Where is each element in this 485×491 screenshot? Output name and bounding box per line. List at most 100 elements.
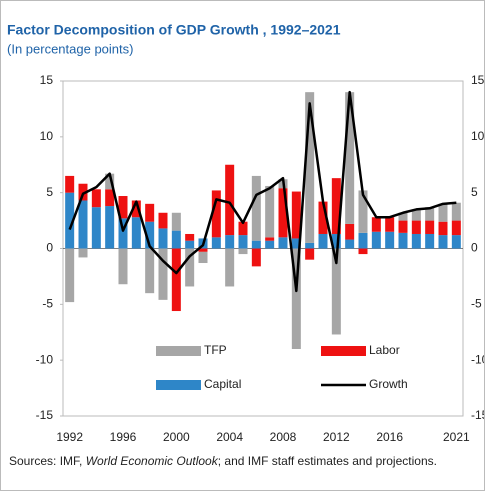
bar-segment bbox=[105, 206, 115, 249]
bar-segment bbox=[265, 240, 275, 249]
bar-segment bbox=[91, 207, 101, 249]
bar-segment bbox=[425, 207, 435, 221]
bar-segment bbox=[318, 233, 328, 249]
bar-segment bbox=[78, 200, 88, 249]
bar-segment bbox=[145, 203, 155, 222]
bar-segment bbox=[291, 238, 301, 249]
bar-segment bbox=[345, 223, 355, 240]
bar-segment bbox=[345, 239, 355, 249]
bar-segment bbox=[331, 248, 341, 335]
bar-segment bbox=[158, 228, 168, 249]
y-tick-label: 5 bbox=[46, 185, 53, 199]
y-tick-label: -15 bbox=[36, 408, 54, 422]
bar-segment bbox=[451, 202, 461, 221]
bar-segment bbox=[371, 231, 381, 249]
growth-line bbox=[68, 90, 457, 293]
legend-swatch bbox=[156, 346, 201, 356]
bar-segment bbox=[278, 188, 288, 238]
bar-segment bbox=[451, 220, 461, 236]
bar-segment bbox=[451, 235, 461, 249]
bar-segment bbox=[118, 196, 128, 219]
bar-segment bbox=[225, 164, 235, 236]
y2-tick-label: 15 bbox=[471, 73, 484, 87]
bar-segment bbox=[158, 212, 168, 229]
bar-segment bbox=[425, 233, 435, 249]
legend-label: Capital bbox=[204, 377, 241, 391]
source-text: World Economic Outlook bbox=[85, 454, 218, 468]
y2-tick-label: 0 bbox=[471, 241, 478, 255]
bar-segment bbox=[358, 232, 368, 249]
bar-segment bbox=[305, 92, 315, 243]
y-tick-label: -10 bbox=[36, 352, 54, 366]
x-tick-label: 2000 bbox=[163, 430, 190, 444]
bar-segment bbox=[158, 248, 168, 300]
x-tick-label: 2016 bbox=[376, 430, 403, 444]
x-tick-label: 1992 bbox=[56, 430, 83, 444]
y2-tick-label: 5 bbox=[471, 185, 478, 199]
bar-segment bbox=[331, 178, 341, 234]
bar-segment bbox=[225, 235, 235, 249]
y2-tick-label: -15 bbox=[471, 408, 484, 422]
bar-segment bbox=[265, 237, 275, 241]
bar-segment bbox=[411, 233, 421, 249]
bar-segment bbox=[65, 175, 75, 193]
bar-segment bbox=[131, 217, 141, 249]
bar-segment bbox=[371, 217, 381, 232]
bar-segment bbox=[398, 212, 408, 221]
bar-segment bbox=[291, 191, 301, 239]
bar-segment bbox=[225, 248, 235, 287]
bar-segment bbox=[105, 173, 115, 190]
x-tick-label: 2012 bbox=[323, 430, 350, 444]
bar-segment bbox=[331, 233, 341, 249]
source-text: Sources: IMF, bbox=[9, 454, 86, 468]
x-tick-label: 2021 bbox=[443, 430, 470, 444]
bar-segment bbox=[251, 240, 261, 249]
bar-segment bbox=[265, 185, 275, 238]
x-tick-label: 2008 bbox=[270, 430, 297, 444]
bar-segment bbox=[425, 220, 435, 234]
bar-segment bbox=[105, 189, 115, 207]
bar-segment bbox=[438, 235, 448, 249]
bar-segment bbox=[438, 203, 448, 222]
bar-segment bbox=[278, 237, 288, 249]
y2-tick-label: 10 bbox=[471, 129, 484, 143]
bar-segment bbox=[238, 235, 248, 249]
y2-tick-label: -10 bbox=[471, 352, 484, 366]
source-text: ; and IMF staff estimates and projection… bbox=[217, 454, 437, 468]
bar-segment bbox=[65, 248, 75, 303]
bar-segment bbox=[438, 221, 448, 236]
bar-segment bbox=[238, 221, 248, 236]
legend-swatch bbox=[321, 346, 366, 356]
bar-segment bbox=[318, 201, 328, 234]
bar-segment bbox=[171, 212, 181, 231]
bar-segment bbox=[291, 248, 301, 349]
x-tick-label: 1996 bbox=[110, 430, 137, 444]
bar-segment bbox=[385, 217, 395, 232]
bar-segment bbox=[411, 220, 421, 234]
bar-segment bbox=[131, 200, 141, 218]
bar-segment bbox=[345, 92, 355, 224]
bar-segment bbox=[78, 248, 88, 258]
bar-segment bbox=[65, 192, 75, 249]
legend-label: Growth bbox=[369, 377, 408, 391]
bar-segment bbox=[251, 248, 261, 267]
y-tick-label: 0 bbox=[46, 241, 53, 255]
y-tick-label: 10 bbox=[40, 129, 54, 143]
legend-label: TFP bbox=[204, 343, 227, 357]
bar-segment bbox=[398, 220, 408, 233]
y-tick-label: -5 bbox=[42, 297, 53, 311]
bar-segment bbox=[358, 248, 368, 255]
bar-segment bbox=[211, 190, 221, 238]
bar-segment bbox=[238, 248, 248, 255]
bar-segment bbox=[198, 248, 208, 252]
bar-segment bbox=[78, 183, 88, 201]
bar-segment bbox=[171, 230, 181, 249]
chart: Factor Decomposition of GDP Growth , 199… bbox=[7, 22, 484, 444]
bar-segment bbox=[358, 190, 368, 233]
bar-segment bbox=[91, 189, 101, 208]
bar-segment bbox=[185, 240, 195, 249]
bar-segment bbox=[251, 175, 261, 241]
source-note: Sources: IMF, World Economic Outlook; an… bbox=[9, 453, 469, 469]
bar-segment bbox=[198, 251, 208, 264]
